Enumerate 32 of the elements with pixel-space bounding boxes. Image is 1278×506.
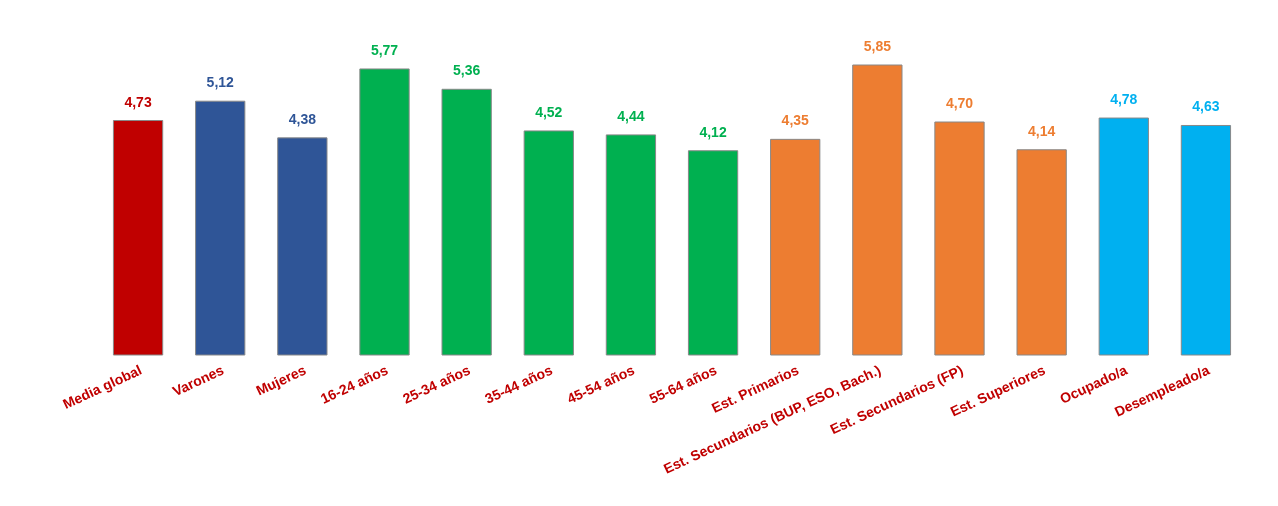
data-label: 4,38: [288, 110, 317, 127]
data-label: 4,14: [1028, 122, 1056, 139]
bar: [112, 120, 164, 356]
x-tick-label: 45-54 años: [564, 361, 638, 407]
x-tick-label: 16-24 años: [318, 361, 391, 407]
data-label: 4,52: [535, 103, 563, 120]
data-label: 4,63: [1192, 98, 1220, 115]
bar: [934, 121, 985, 356]
bar: [195, 100, 246, 356]
bar: [441, 88, 492, 356]
data-label: 4,78: [1110, 91, 1138, 108]
data-label: 4,12: [699, 123, 727, 140]
bar: [1016, 149, 1067, 356]
data-label: 5,36: [453, 62, 481, 79]
data-label: 4,35: [781, 112, 810, 129]
bar: [687, 150, 739, 356]
bar: [523, 130, 574, 356]
bar: [1098, 117, 1149, 356]
bar: [1180, 124, 1232, 356]
bar: [852, 64, 903, 356]
data-label: 4,44: [617, 107, 645, 124]
data-label: 5,85: [863, 38, 892, 54]
bar: [359, 68, 410, 356]
data-label: 4,73: [124, 93, 152, 110]
data-label: 4,70: [945, 95, 974, 112]
x-tick-label: 25-34 años: [400, 361, 473, 407]
bar: [277, 137, 328, 356]
bar: [770, 138, 821, 356]
bar: [605, 134, 657, 356]
data-label: 5,77: [370, 41, 399, 58]
x-tick-label: 35-44 años: [482, 361, 555, 407]
data-label: 5,12: [206, 74, 235, 91]
